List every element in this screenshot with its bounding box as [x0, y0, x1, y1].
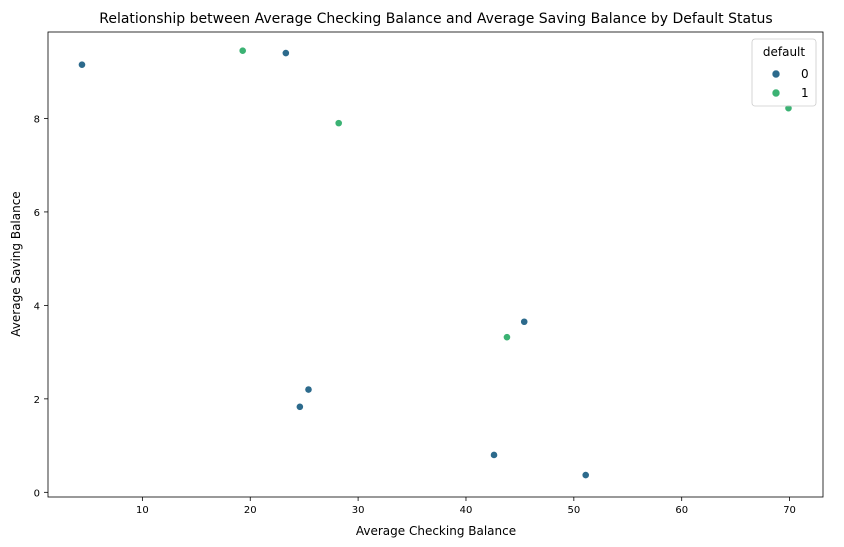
- chart-title: Relationship between Average Checking Ba…: [99, 11, 772, 27]
- data-point-default-0: [78, 60, 86, 69]
- legend-title: default: [763, 45, 806, 59]
- data-point-default-1: [334, 119, 343, 128]
- x-tick-label: 40: [460, 505, 473, 516]
- x-axis-ticks: 10 20 30 40 50 60 70: [136, 497, 796, 516]
- x-tick-label: 10: [136, 505, 149, 516]
- y-axis-label: Average Saving Balance: [9, 191, 23, 336]
- data-point-default-0: [295, 402, 304, 411]
- y-tick-label: 6: [34, 208, 40, 219]
- legend-box: [751, 38, 817, 107]
- data-point-default-0: [490, 451, 498, 459]
- y-tick-label: 0: [34, 488, 40, 499]
- data-point-default-1: [503, 333, 511, 342]
- x-tick-label: 20: [244, 505, 257, 516]
- data-point-default-0: [520, 317, 529, 326]
- y-tick-label: 4: [34, 301, 40, 312]
- data-point-default-1: [238, 46, 247, 55]
- x-axis-label: Average Checking Balance: [356, 524, 516, 538]
- data-point-default-0: [581, 471, 590, 479]
- legend-label-0: 0: [801, 67, 809, 81]
- legend-label-1: 1: [801, 86, 809, 100]
- data-point-default-0: [304, 385, 313, 394]
- data-points: [78, 46, 793, 479]
- x-tick-label: 50: [567, 505, 580, 516]
- y-tick-label: 2: [34, 395, 40, 406]
- x-tick-label: 60: [675, 505, 688, 516]
- y-axis-ticks: 0 2 4 6 8: [34, 114, 48, 499]
- legend-marker-1: [771, 88, 781, 98]
- plot-frame: [47, 31, 824, 498]
- legend-marker-0: [771, 69, 781, 79]
- x-tick-label: 30: [352, 505, 365, 516]
- x-tick-label: 70: [783, 505, 796, 516]
- legend: default 01: [751, 38, 817, 107]
- legend-entries: 01: [771, 67, 809, 100]
- data-point-default-0: [281, 49, 290, 57]
- y-tick-label: 8: [34, 114, 40, 125]
